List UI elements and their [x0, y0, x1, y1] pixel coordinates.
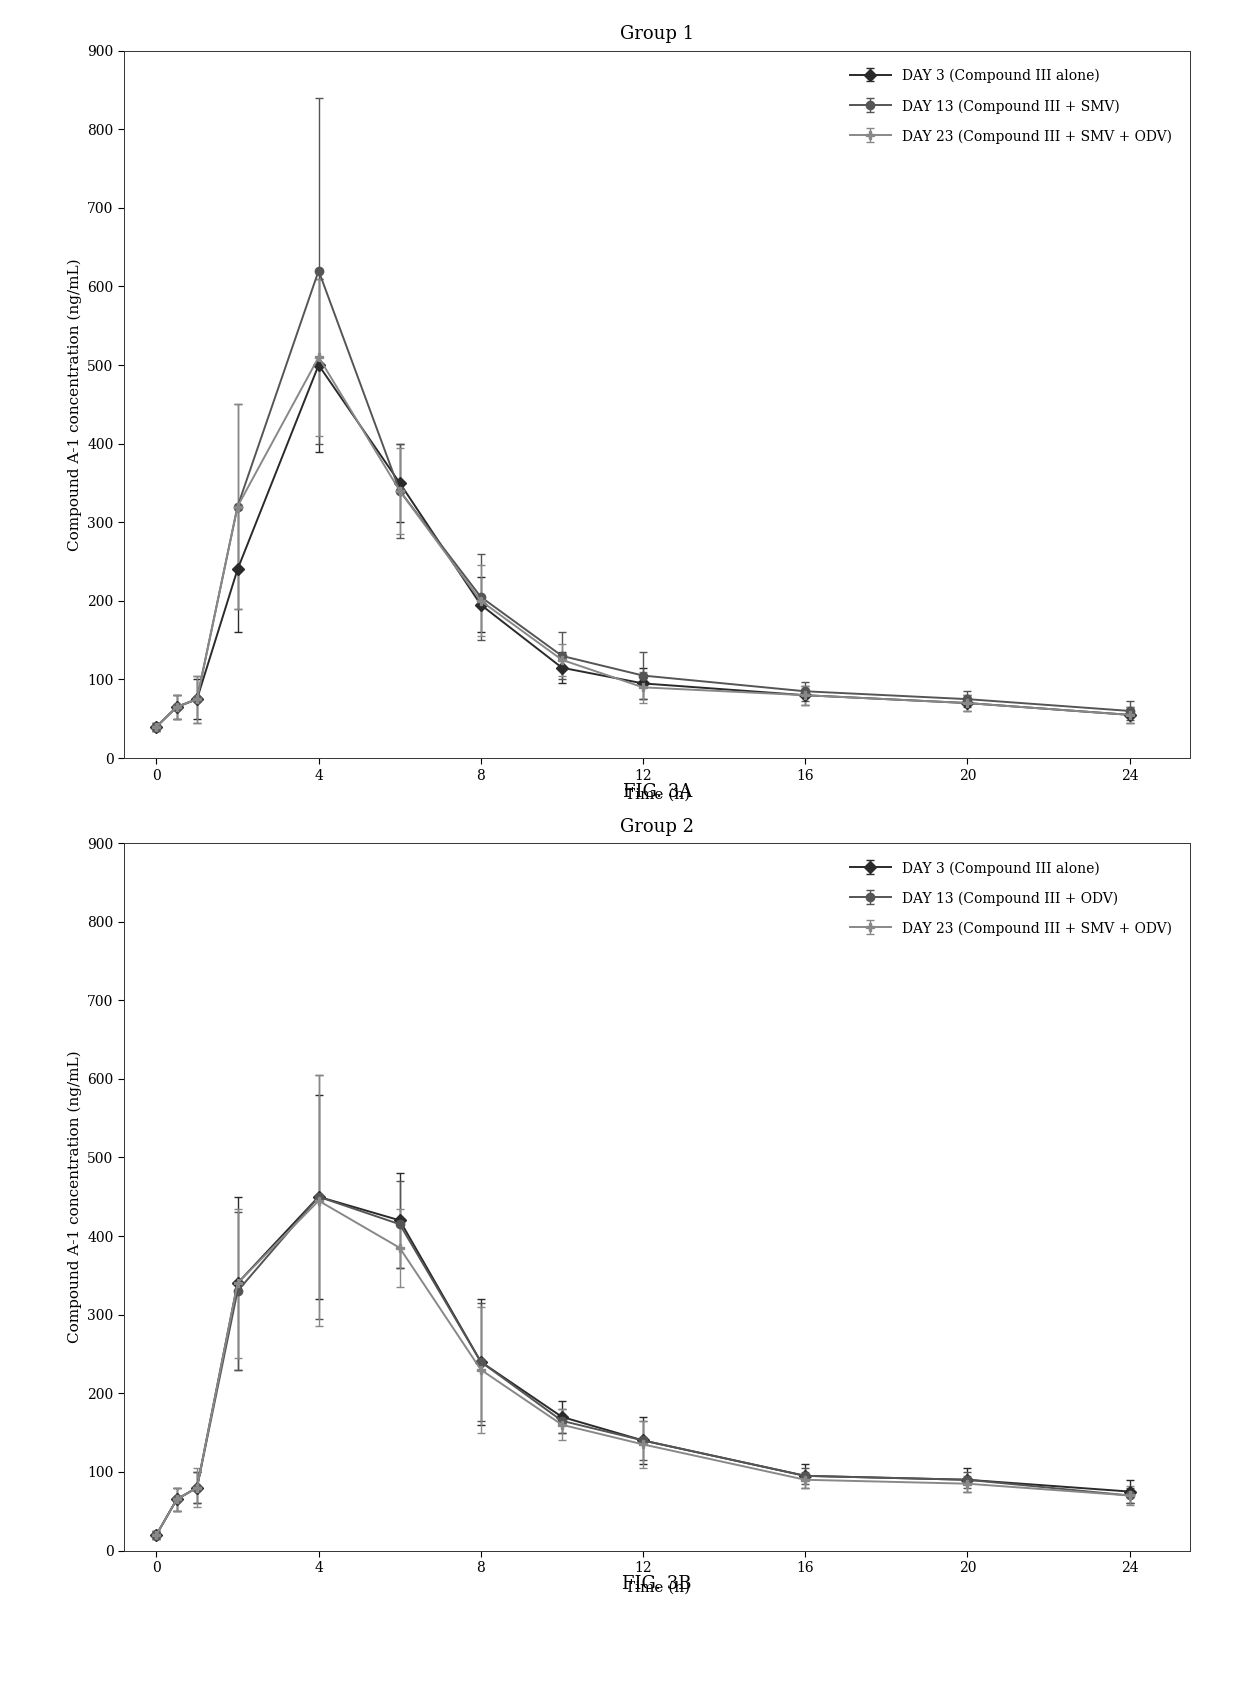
Y-axis label: Compound A-1 concentration (ng/mL): Compound A-1 concentration (ng/mL)	[67, 258, 82, 551]
Y-axis label: Compound A-1 concentration (ng/mL): Compound A-1 concentration (ng/mL)	[67, 1050, 82, 1344]
X-axis label: Time (h): Time (h)	[625, 1580, 689, 1595]
Title: Group 1: Group 1	[620, 25, 694, 44]
Legend: DAY 3 (Compound III alone), DAY 13 (Compound III + SMV), DAY 23 (Compound III + : DAY 3 (Compound III alone), DAY 13 (Comp…	[838, 57, 1183, 155]
X-axis label: Time (h): Time (h)	[625, 787, 689, 803]
Title: Group 2: Group 2	[620, 818, 694, 836]
Text: FIG. 3A: FIG. 3A	[622, 782, 692, 801]
Text: FIG. 3B: FIG. 3B	[622, 1575, 692, 1593]
Legend: DAY 3 (Compound III alone), DAY 13 (Compound III + ODV), DAY 23 (Compound III + : DAY 3 (Compound III alone), DAY 13 (Comp…	[838, 850, 1183, 948]
